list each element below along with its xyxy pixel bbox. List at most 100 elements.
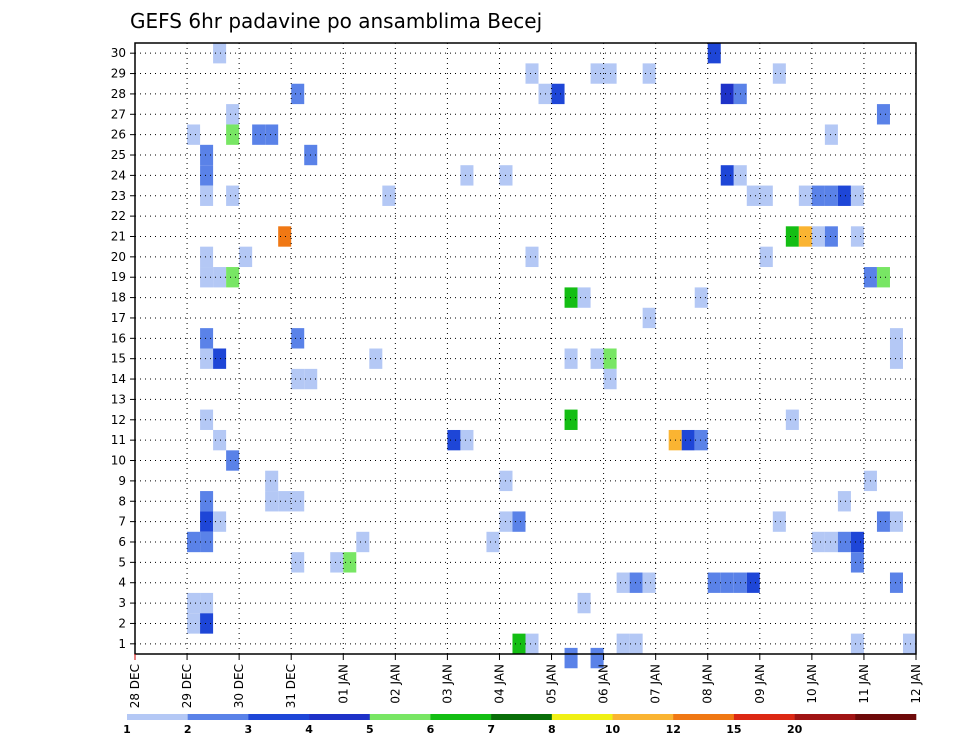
data-cell (850, 531, 864, 553)
y-tick-label: 27 (111, 107, 126, 121)
x-tick-label: 03 JAN (440, 664, 454, 704)
y-tick-label: 30 (111, 46, 126, 60)
x-tick-label: 30 DEC (232, 664, 246, 708)
data-cell (447, 429, 461, 451)
data-cell (551, 83, 565, 105)
data-cell (707, 572, 721, 593)
data-cell (564, 409, 578, 430)
y-tick-label: 24 (111, 168, 126, 182)
data-cell (226, 124, 240, 145)
data-cell (343, 552, 357, 573)
x-tick-label: 29 DEC (180, 664, 194, 708)
data-cell (200, 511, 214, 532)
data-cell (616, 633, 630, 654)
data-cell (746, 185, 760, 206)
colorbar-swatch (551, 714, 613, 720)
y-tick-label: 13 (111, 392, 126, 406)
data-cell (200, 409, 214, 430)
data-cell (629, 572, 643, 593)
colorbar-swatch (127, 714, 188, 720)
data-cell (486, 531, 500, 553)
data-cell (707, 43, 721, 64)
data-cell (460, 165, 474, 186)
colorbar-swatch (309, 714, 371, 720)
data-cell (694, 287, 708, 308)
colorbar-label: 10 (605, 723, 621, 736)
colorbar-label: 12 (666, 723, 681, 736)
data-cell (226, 267, 240, 288)
data-cell (200, 246, 214, 268)
colorbar-label: 6 (427, 723, 435, 736)
plot-border (134, 42, 917, 655)
data-cell (200, 165, 214, 186)
data-cell (785, 226, 799, 247)
data-cell (525, 633, 539, 654)
data-cell (200, 144, 214, 166)
colorbar-swatch (491, 714, 553, 720)
x-tick-label: 01 JAN (336, 664, 350, 704)
x-tick-label: 08 JAN (701, 664, 715, 704)
colorbar-label: 15 (726, 723, 741, 736)
y-tick-label: 21 (111, 229, 126, 243)
data-cell (564, 287, 578, 308)
data-cell (291, 491, 305, 512)
y-tick-label: 4 (118, 576, 126, 590)
data-cell (577, 592, 591, 614)
y-axis: 1234567891011121314151617181920212223242… (111, 46, 135, 651)
data-cell (382, 185, 396, 206)
colorbar-label: 4 (305, 723, 313, 736)
data-cell (889, 572, 903, 593)
data-cell (564, 348, 578, 369)
y-tick-label: 5 (118, 555, 126, 569)
data-cell (616, 572, 630, 593)
colorbar-swatch (855, 714, 917, 720)
data-cell (265, 491, 279, 512)
colorbar-label: 5 (366, 723, 374, 736)
data-cell (200, 185, 214, 206)
y-tick-label: 12 (111, 413, 126, 427)
x-tick-label: 07 JAN (649, 664, 663, 704)
data-cell (590, 647, 604, 669)
y-tick-label: 25 (111, 148, 126, 162)
data-cell (187, 592, 201, 614)
data-cell (291, 83, 305, 105)
data-cell (772, 511, 786, 532)
y-tick-label: 7 (118, 515, 126, 529)
x-tick-label: 09 JAN (753, 664, 767, 704)
data-cell (811, 226, 825, 247)
data-cell (226, 104, 240, 125)
data-cell (720, 165, 734, 186)
data-cell (200, 491, 214, 512)
y-tick-label: 23 (111, 189, 126, 203)
colorbar-swatch (733, 714, 795, 720)
x-tick-label: 04 JAN (492, 664, 506, 704)
chart-title: GEFS 6hr padavine po ansamblima Becej (130, 9, 542, 33)
colorbar-swatch (430, 714, 492, 720)
data-cell (876, 267, 890, 288)
data-cell (187, 531, 201, 553)
data-cell (759, 185, 773, 206)
data-cell (577, 287, 591, 308)
data-cell (200, 348, 214, 369)
y-tick-label: 29 (111, 67, 126, 81)
data-cell (824, 226, 838, 247)
colorbar-swatch (369, 714, 431, 720)
x-tick-label: 10 JAN (805, 664, 819, 704)
data-cell (876, 104, 890, 125)
data-cell (226, 185, 240, 206)
colorbar-label: 2 (184, 723, 192, 736)
colorbar-swatch (612, 714, 674, 720)
data-cell (642, 572, 656, 593)
data-cell (525, 63, 539, 84)
data-cell (200, 531, 214, 553)
y-tick-label: 14 (111, 372, 126, 386)
data-cell (291, 552, 305, 573)
colorbar-swatch (794, 714, 856, 720)
data-cell (720, 83, 734, 105)
y-tick-label: 20 (111, 250, 126, 264)
data-cell (200, 267, 214, 288)
colorbar-label: 7 (487, 723, 495, 736)
data-cell (213, 511, 227, 532)
data-cell (850, 185, 864, 206)
